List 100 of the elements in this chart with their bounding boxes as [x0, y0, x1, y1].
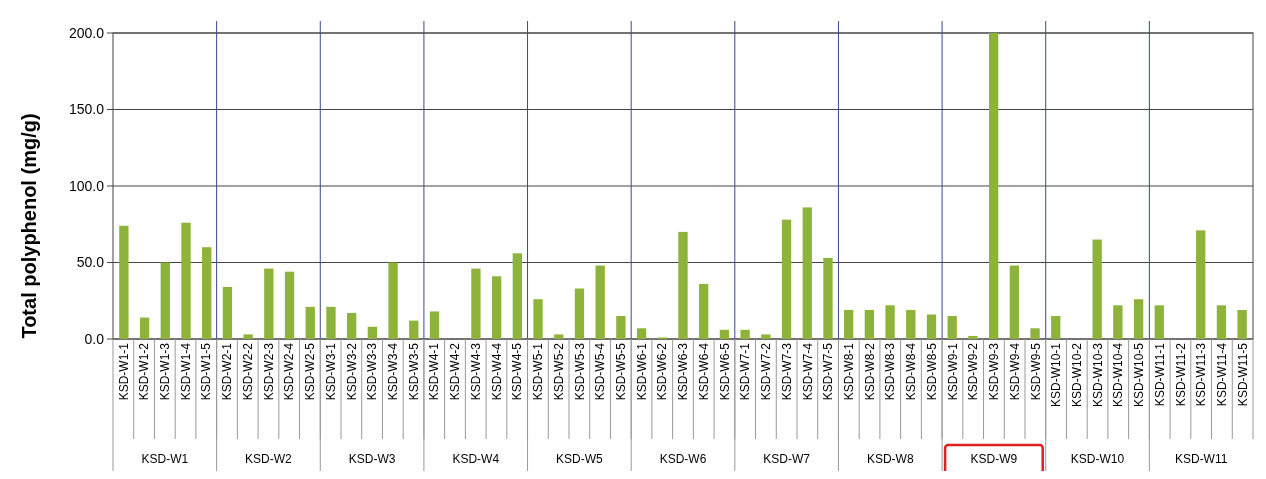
- bar: [678, 231, 688, 339]
- text: KSD-W1: [141, 452, 189, 466]
- bar: [243, 334, 253, 339]
- bar: [388, 262, 398, 339]
- x-tick-label: KSD-W1-1: [116, 342, 131, 401]
- y-tick-label: 200.0: [68, 24, 105, 41]
- x-tick-label: KSD-W9-5: [1028, 342, 1043, 401]
- x-tick-label: KSD-W11-4: [1215, 342, 1230, 407]
- bar: [139, 317, 150, 339]
- text: KSD-W3: [348, 452, 396, 466]
- x-tick-label: KSD-W7-2: [759, 342, 774, 401]
- x-tick-label: KSD-W3-1: [323, 342, 338, 401]
- bar: [1030, 328, 1040, 339]
- x-tick-label: KSD-W7-1: [738, 342, 753, 401]
- x-tick-label: KSD-W8-3: [883, 342, 898, 401]
- x-tick-label: KSD-W10-2: [1070, 342, 1085, 408]
- x-tick-label: KSD-W4-5: [510, 342, 525, 401]
- x-tick-label: KSD-W1-2: [137, 342, 152, 401]
- x-tick-label: KSD-W8-4: [904, 342, 919, 401]
- bar: [595, 265, 605, 339]
- text: KSD-W4: [452, 452, 500, 466]
- bar: [636, 328, 647, 339]
- bar: [1051, 316, 1061, 339]
- y-tick-label: 150.0: [68, 101, 105, 118]
- x-tick-label: KSD-W10-4: [1111, 342, 1126, 408]
- text: KSD-W11: [1174, 452, 1228, 466]
- x-tick-label: KSD-W4-2: [448, 342, 463, 401]
- bar: [222, 286, 233, 339]
- bar: [264, 268, 274, 339]
- bar: [471, 268, 481, 339]
- bar: [719, 329, 730, 339]
- x-tick-label: KSD-W3-4: [386, 342, 401, 401]
- x-tick-label: KSD-W2-5: [303, 342, 318, 401]
- x-tick-label: KSD-W5-4: [593, 342, 608, 401]
- x-tick-label: KSD-W10-3: [1090, 342, 1105, 408]
- text: KSD-W6: [659, 452, 707, 466]
- bar: [326, 306, 336, 339]
- bar: [906, 309, 916, 339]
- x-tick-label: KSD-W5-2: [551, 342, 566, 401]
- text: KSD-W7: [763, 452, 811, 466]
- x-tick-label: KSD-W9-4: [1007, 342, 1022, 401]
- bar: [409, 320, 419, 339]
- bar: [160, 262, 170, 339]
- x-tick-label: KSD-W9-1: [945, 342, 960, 401]
- x-tick-label: KSD-W10-5: [1132, 342, 1147, 408]
- x-tick-label: KSD-W4-4: [489, 342, 504, 401]
- bar: [947, 316, 957, 339]
- text: KSD-W2: [245, 452, 293, 466]
- x-tick-label: KSD-W6-3: [676, 342, 691, 401]
- bar: [1237, 309, 1247, 339]
- bar: [823, 257, 833, 339]
- x-tick-label: KSD-W2-2: [240, 342, 255, 401]
- x-tick-label: KSD-W6-5: [717, 342, 732, 401]
- x-tick-label: KSD-W6-4: [696, 342, 711, 401]
- x-tick-label: KSD-W9-3: [987, 342, 1002, 401]
- bar: [864, 309, 875, 339]
- x-tick-label: KSD-W1-5: [199, 342, 214, 401]
- x-tick-label: KSD-W2-4: [282, 342, 297, 401]
- x-tick-label: KSD-W1-3: [158, 342, 173, 401]
- bar: [885, 305, 895, 339]
- x-tick-label: KSD-W11-1: [1152, 342, 1167, 407]
- bar: [305, 306, 315, 339]
- bar: [533, 299, 543, 339]
- x-tick-label: KSD-W1-4: [178, 342, 193, 401]
- x-tick-label: KSD-W6-1: [634, 342, 649, 401]
- x-tick-label: KSD-W7-5: [821, 342, 836, 401]
- text: KSD-W10: [1070, 452, 1125, 466]
- y-tick-label: 50.0: [76, 254, 105, 271]
- y-tick-label: 100.0: [68, 177, 105, 194]
- x-tick-label: KSD-W6-2: [655, 342, 670, 401]
- x-tick-label: KSD-W4-3: [468, 342, 483, 401]
- x-tick-label: KSD-W8-2: [862, 342, 877, 401]
- x-tick-label: KSD-W9-2: [966, 342, 981, 401]
- bar: [202, 247, 212, 339]
- x-tick-label: KSD-W8-1: [842, 342, 857, 401]
- x-tick-label: KSD-W2-1: [220, 342, 235, 401]
- bar: [512, 253, 522, 339]
- x-tick-label: KSD-W7-4: [800, 342, 815, 401]
- x-tick-label: KSD-W8-5: [924, 342, 939, 401]
- x-tick-label: KSD-W11-2: [1173, 342, 1188, 407]
- x-tick-label: KSD-W7-3: [779, 342, 794, 401]
- bar: [1216, 305, 1227, 339]
- text: KSD-W9: [970, 452, 1018, 466]
- bar: [1154, 305, 1164, 339]
- x-tick-label: KSD-W5-1: [531, 342, 546, 401]
- bar: [284, 271, 295, 339]
- text: KSD-W5: [556, 452, 604, 466]
- bar: [1009, 265, 1019, 339]
- bar: [119, 225, 129, 339]
- bar: [554, 334, 564, 339]
- bar: [574, 288, 585, 339]
- y-axis-title: Total polyphenol (mg/g): [18, 113, 40, 339]
- x-tick-label: KSD-W4-1: [427, 342, 442, 401]
- x-tick-label: KSD-W10-1: [1049, 342, 1064, 408]
- bar: [491, 276, 502, 339]
- bar: [1133, 299, 1144, 339]
- text: KSD-W8: [866, 452, 914, 466]
- bar: [802, 207, 812, 339]
- x-tick-label: KSD-W5-3: [572, 342, 587, 401]
- bar: [367, 326, 378, 339]
